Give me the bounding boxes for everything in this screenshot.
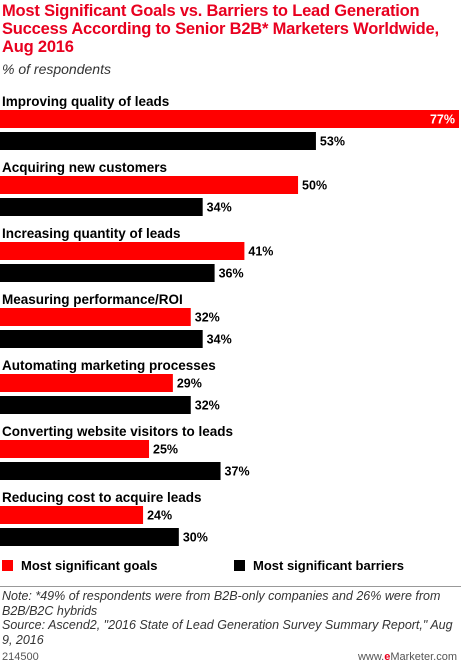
brand-logo: www.eMarketer.com — [357, 651, 457, 663]
legend-item-barriers: Most significant barriers — [234, 558, 404, 573]
data-label: 34% — [207, 333, 232, 347]
bar-barriers — [0, 264, 215, 282]
bar-barriers — [0, 198, 203, 216]
bar-goals — [0, 506, 144, 524]
chart-title: Most Significant Goals vs. Barriers to L… — [2, 2, 439, 56]
legend-swatch-goals — [2, 560, 13, 571]
bar-barriers — [0, 132, 316, 150]
bar-goals — [0, 242, 245, 260]
bar-goals — [0, 374, 173, 392]
data-label: 36% — [219, 267, 244, 281]
category-label: Improving quality of leads — [2, 94, 169, 109]
bar-barriers — [0, 330, 203, 348]
divider — [0, 586, 461, 587]
data-label: 30% — [183, 531, 208, 545]
chart-subtitle: % of respondents — [2, 61, 111, 77]
data-label: 32% — [195, 399, 220, 413]
category-label: Automating marketing processes — [2, 358, 216, 373]
bar-goals — [0, 110, 459, 128]
footnotes: Note: *49% of respondents were from B2B-… — [2, 589, 460, 647]
category-label: Converting website visitors to leads — [2, 424, 233, 439]
chart-id: 214500 — [2, 651, 39, 663]
bar-barriers — [0, 396, 191, 414]
source-text: Source: Ascend2, "2016 State of Lead Gen… — [2, 618, 453, 647]
data-label: 53% — [320, 135, 345, 149]
data-label: 50% — [302, 179, 327, 193]
bar-goals — [0, 440, 150, 458]
legend: Most significant goals Most significant … — [0, 558, 461, 578]
data-label: 32% — [195, 311, 220, 325]
category-label: Acquiring new customers — [2, 160, 167, 175]
legend-label-goals: Most significant goals — [21, 558, 158, 573]
legend-item-goals: Most significant goals — [2, 558, 158, 573]
legend-label-barriers: Most significant barriers — [253, 558, 404, 573]
data-label: 29% — [177, 377, 202, 391]
data-label: 34% — [207, 201, 232, 215]
note-text: Note: *49% of respondents were from B2B-… — [2, 589, 441, 618]
footer: 214500 www.eMarketer.com — [0, 651, 461, 665]
category-label: Measuring performance/ROI — [2, 292, 183, 307]
data-label: 37% — [225, 465, 250, 479]
category-label: Increasing quantity of leads — [2, 226, 181, 241]
bar-barriers — [0, 528, 179, 546]
category-label: Reducing cost to acquire leads — [2, 490, 202, 505]
legend-swatch-barriers — [234, 560, 245, 571]
bar-goals — [0, 176, 299, 194]
data-label: 41% — [248, 245, 273, 259]
bar-chart: Improving quality of leads 77% 53% Acquirin… — [0, 94, 459, 546]
data-label: 24% — [147, 509, 172, 523]
bar-goals — [0, 308, 191, 326]
bar-barriers — [0, 462, 221, 480]
data-label: 25% — [153, 443, 178, 457]
data-label: 77% — [430, 113, 455, 127]
